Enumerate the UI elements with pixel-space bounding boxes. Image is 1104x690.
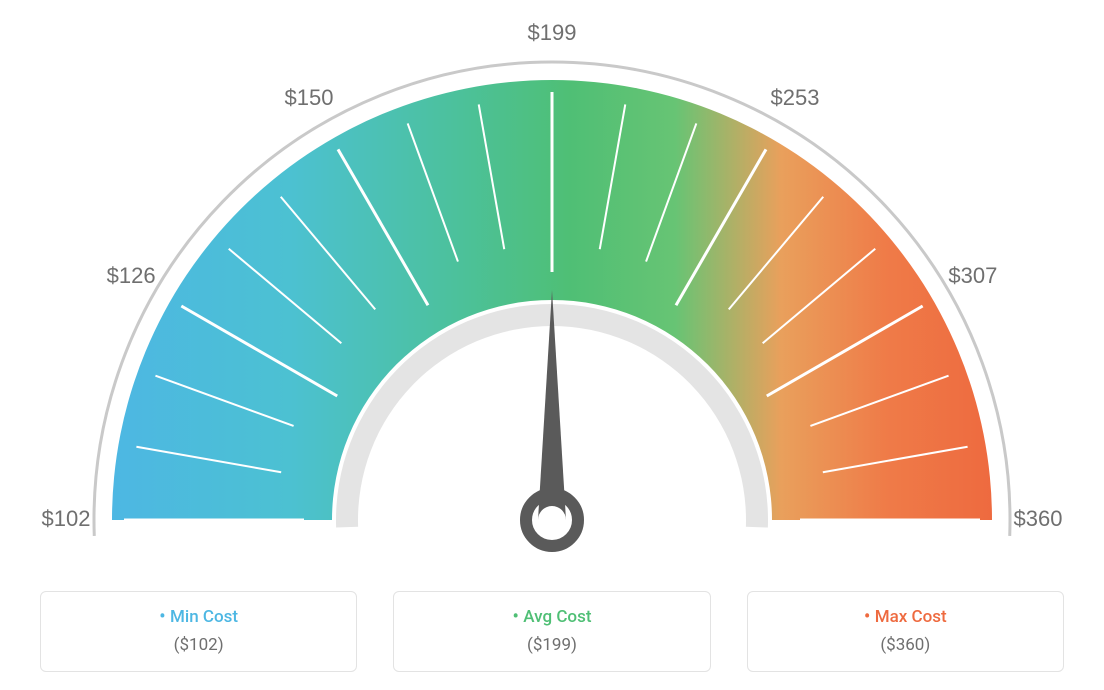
svg-text:$150: $150	[285, 85, 334, 110]
svg-text:$199: $199	[528, 20, 577, 45]
legend-row: Min Cost ($102) Avg Cost ($199) Max Cost…	[0, 591, 1104, 672]
legend-min-card: Min Cost ($102)	[40, 591, 357, 672]
legend-avg-card: Avg Cost ($199)	[393, 591, 710, 672]
legend-min-value: ($102)	[59, 635, 338, 655]
legend-max-value: ($360)	[766, 635, 1045, 655]
svg-text:$126: $126	[107, 263, 156, 288]
gauge-chart: $102 $126 $150 $199 $253 $307 $360	[0, 0, 1104, 570]
legend-max-card: Max Cost ($360)	[747, 591, 1064, 672]
svg-text:$307: $307	[948, 263, 997, 288]
legend-avg-label: Avg Cost	[412, 606, 691, 627]
gauge-svg: $102 $126 $150 $199 $253 $307 $360	[0, 0, 1104, 570]
legend-min-label: Min Cost	[59, 606, 338, 627]
legend-avg-value: ($199)	[412, 635, 691, 655]
legend-max-label: Max Cost	[766, 606, 1045, 627]
svg-text:$360: $360	[1014, 506, 1063, 531]
svg-text:$102: $102	[42, 506, 91, 531]
svg-text:$253: $253	[771, 85, 820, 110]
